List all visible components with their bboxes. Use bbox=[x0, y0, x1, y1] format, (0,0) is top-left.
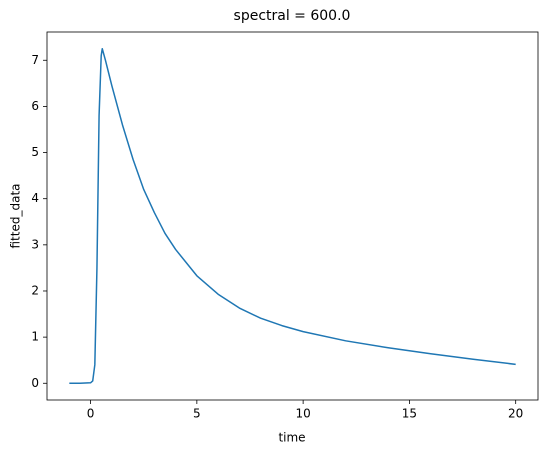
y-tick-label: 1 bbox=[31, 330, 39, 344]
x-tick-label: 5 bbox=[193, 407, 201, 421]
x-axis-label: time bbox=[278, 431, 305, 445]
line-series bbox=[69, 47, 516, 385]
x-tick-label: 20 bbox=[508, 407, 523, 421]
y-axis-label: fitted_data bbox=[9, 184, 23, 249]
x-tick-label: 10 bbox=[295, 407, 310, 421]
y-tick-label: 0 bbox=[31, 376, 39, 390]
y-tick-label: 4 bbox=[31, 191, 39, 205]
x-tick-label: 15 bbox=[402, 407, 417, 421]
x-tick-label: 0 bbox=[87, 407, 95, 421]
y-tick-label: 3 bbox=[31, 237, 39, 251]
y-tick-label: 2 bbox=[31, 283, 39, 297]
y-tick-label: 7 bbox=[31, 53, 39, 67]
axes-frame bbox=[46, 31, 539, 401]
chart-title: spectral = 600.0 bbox=[234, 8, 351, 24]
y-tick-label: 5 bbox=[31, 145, 39, 159]
y-tick-label: 6 bbox=[31, 99, 39, 113]
